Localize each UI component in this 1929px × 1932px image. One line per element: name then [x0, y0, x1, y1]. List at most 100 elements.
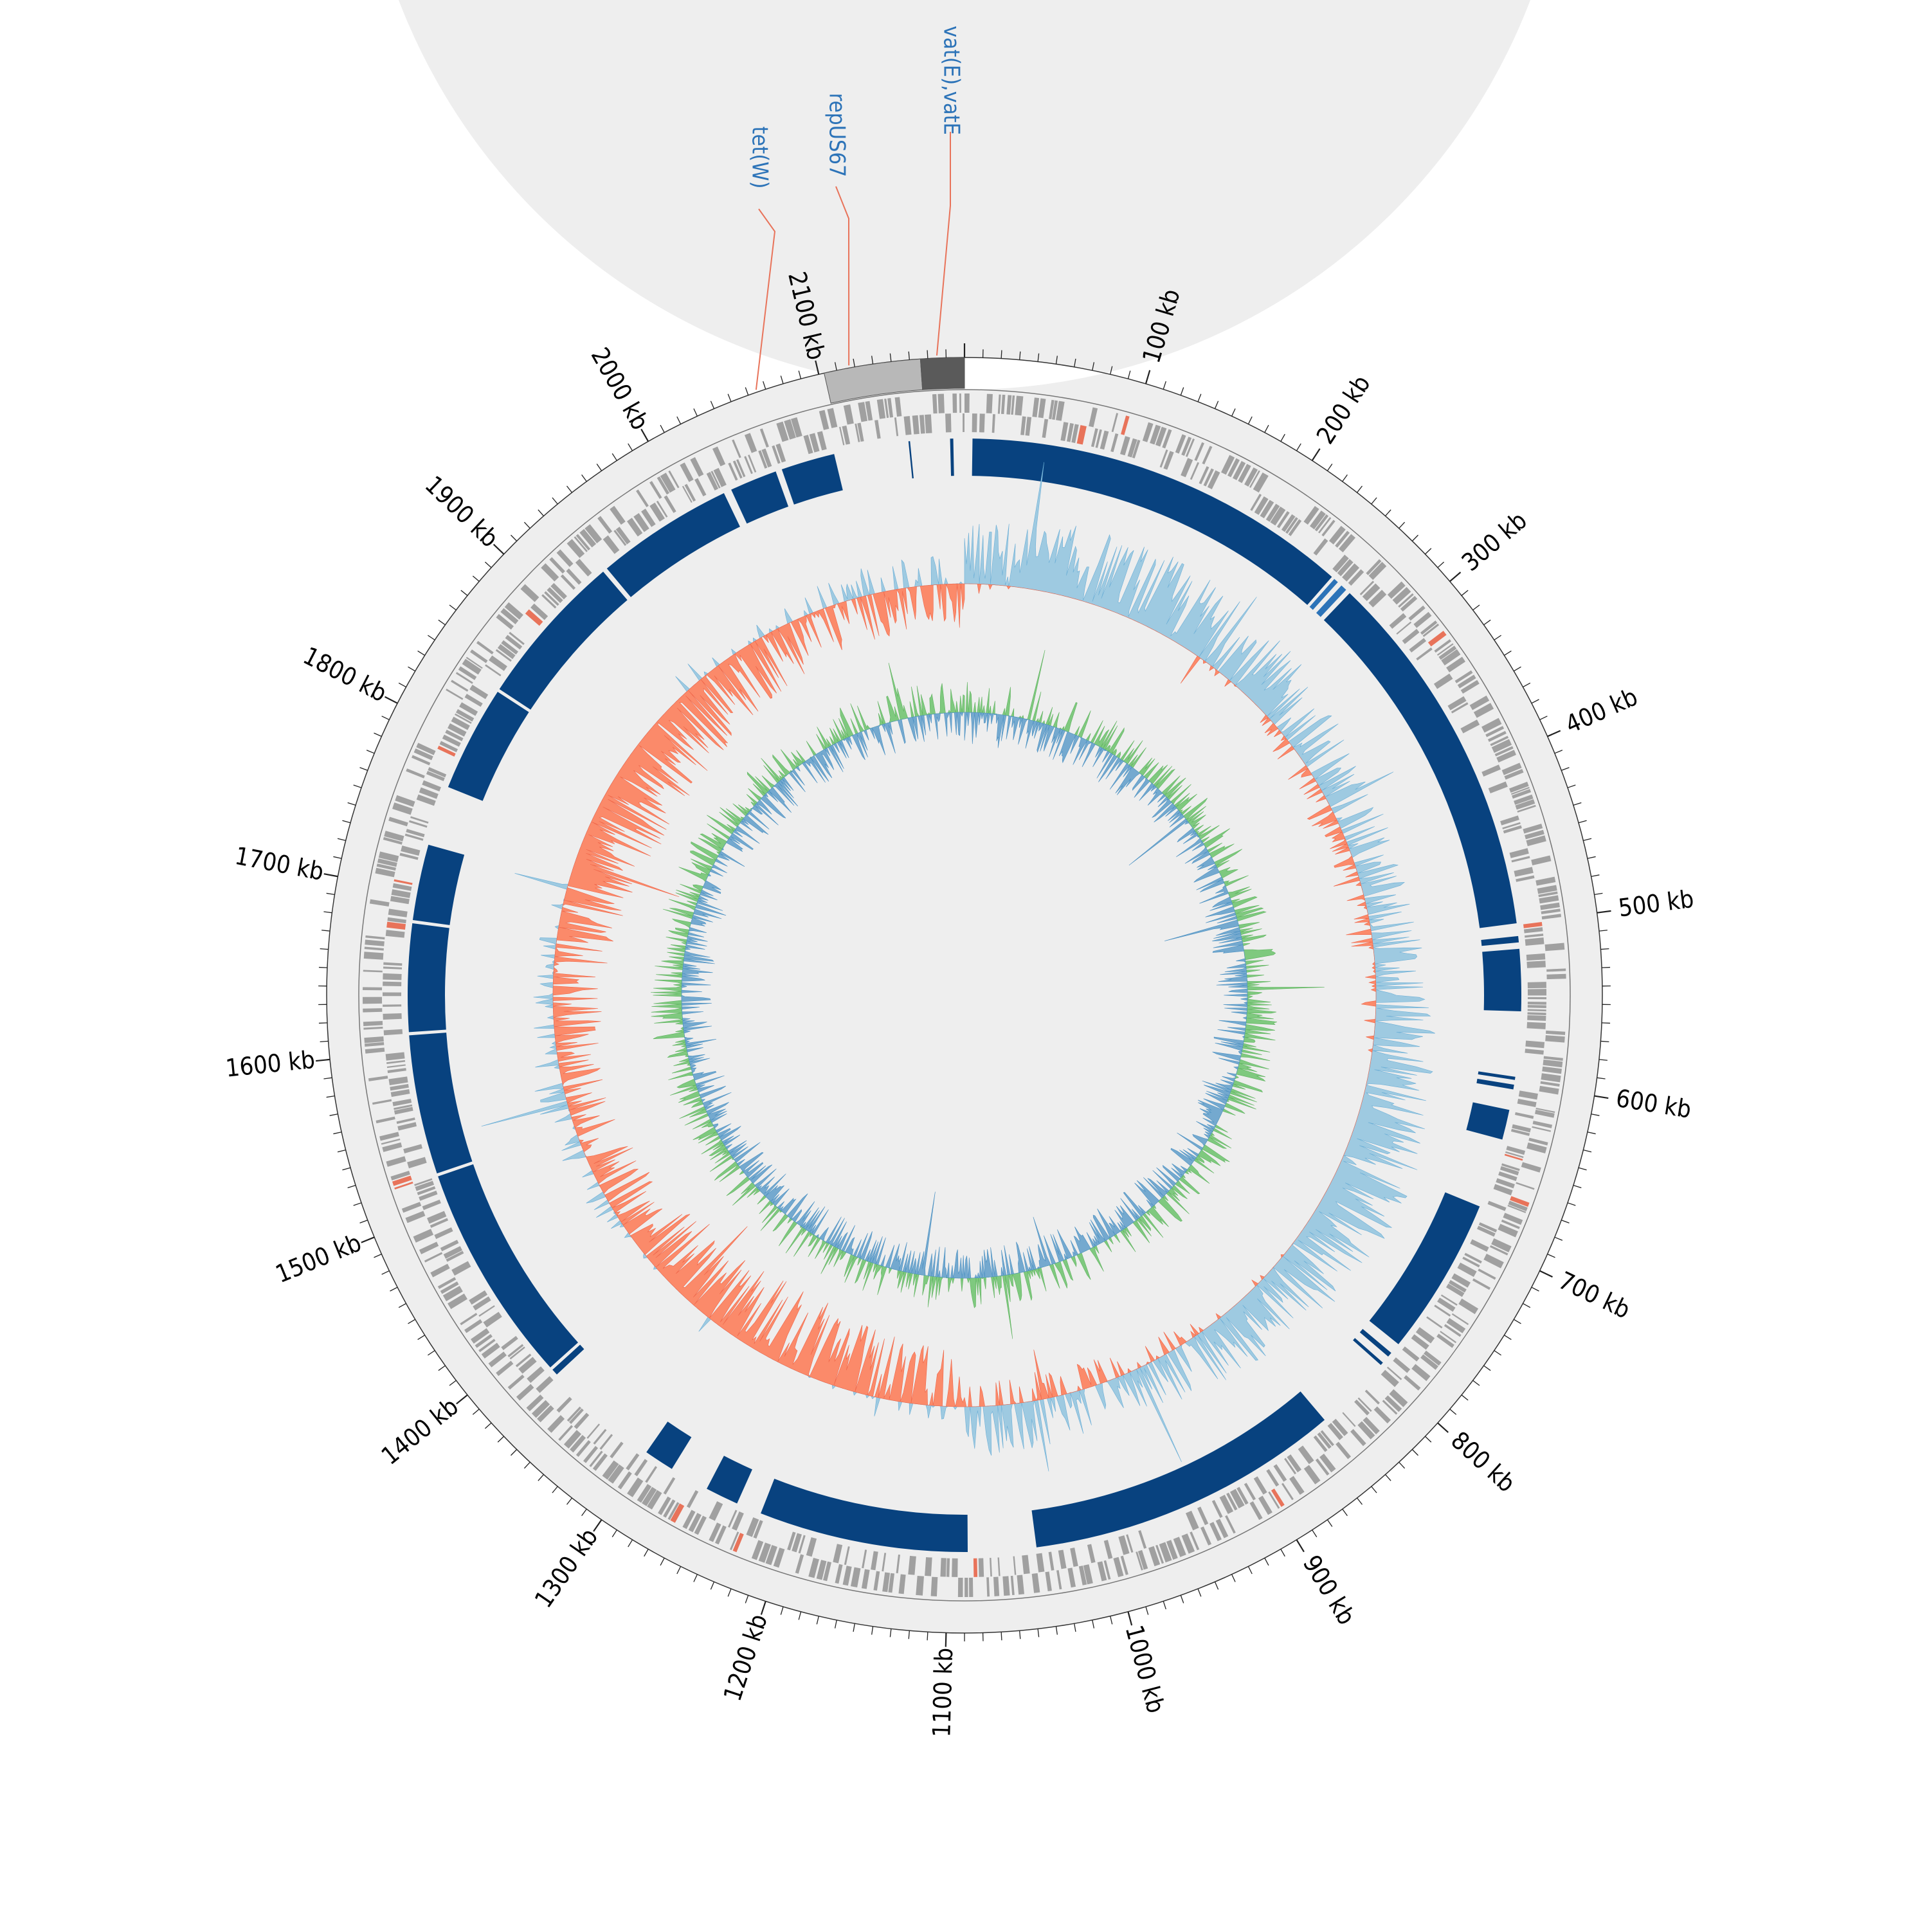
- minor-tick: [1001, 1632, 1002, 1640]
- minor-tick: [382, 716, 390, 720]
- minor-tick: [1425, 548, 1431, 554]
- minor-tick: [1386, 510, 1391, 516]
- minor-tick: [1600, 949, 1609, 950]
- major-tick: [1597, 911, 1611, 913]
- cds-feature: [969, 1578, 973, 1597]
- minor-tick: [338, 1150, 346, 1152]
- minor-tick: [1248, 417, 1252, 424]
- minor-tick: [1532, 700, 1539, 703]
- gene-annotation-label: repUS67: [824, 93, 850, 177]
- backbone-fill: [327, 0, 1602, 1633]
- minor-tick: [319, 1023, 327, 1024]
- minor-tick: [1296, 444, 1301, 451]
- minor-tick: [1181, 388, 1183, 395]
- minor-tick: [338, 838, 346, 840]
- minor-tick: [677, 1566, 681, 1574]
- minor-tick: [1357, 486, 1362, 492]
- cds-feature: [979, 1558, 984, 1577]
- minor-tick: [711, 401, 714, 409]
- minor-tick: [439, 620, 446, 625]
- minor-tick: [1198, 394, 1201, 402]
- minor-tick: [582, 1509, 587, 1515]
- cds-feature: [383, 1004, 401, 1007]
- minor-tick: [927, 1632, 928, 1640]
- minor-tick: [485, 562, 491, 568]
- minor-tick: [1399, 1462, 1405, 1468]
- cds-feature: [383, 982, 401, 986]
- major-tick: [457, 1395, 467, 1404]
- cds-feature: [972, 413, 977, 432]
- cds-feature: [1528, 997, 1546, 999]
- cds-feature: [1528, 1002, 1546, 1005]
- minor-tick: [1504, 651, 1511, 655]
- minor-tick: [1265, 1558, 1269, 1565]
- minor-tick: [524, 522, 530, 528]
- major-tick: [1312, 449, 1320, 460]
- tick-label: 900 kb: [1298, 1550, 1361, 1629]
- minor-tick: [1588, 856, 1596, 858]
- major-tick: [1296, 1540, 1303, 1552]
- tick-label: 300 kb: [1456, 506, 1532, 577]
- minor-tick: [538, 1474, 544, 1481]
- major-tick: [1548, 730, 1561, 736]
- minor-tick: [1494, 1351, 1501, 1355]
- minor-tick: [418, 651, 425, 655]
- minor-tick: [354, 1203, 361, 1205]
- minor-tick: [367, 750, 374, 754]
- minor-tick: [342, 1168, 350, 1170]
- minor-tick: [333, 856, 341, 858]
- minor-tick: [1484, 1366, 1491, 1371]
- minor-tick: [511, 535, 516, 541]
- minor-tick: [1555, 750, 1562, 754]
- minor-tick: [323, 1078, 332, 1079]
- cds-feature: [937, 394, 944, 413]
- minor-tick: [1579, 820, 1587, 823]
- minor-tick: [374, 1254, 381, 1258]
- minor-tick: [1473, 1380, 1480, 1386]
- minor-tick: [677, 417, 681, 424]
- minor-tick: [799, 371, 801, 379]
- cds-feature: [383, 973, 401, 980]
- major-tick: [494, 545, 504, 554]
- minor-tick: [745, 1595, 748, 1603]
- cds-feature: [1528, 982, 1546, 988]
- minor-tick: [1597, 1078, 1606, 1079]
- minor-tick: [660, 1558, 664, 1565]
- minor-tick: [1215, 1582, 1218, 1589]
- minor-tick: [485, 1423, 491, 1429]
- tick-label: 1100 kb: [927, 1647, 958, 1738]
- tick-label: 1900 kb: [420, 471, 504, 553]
- minor-tick: [1568, 1203, 1575, 1205]
- minor-tick: [428, 635, 435, 640]
- minor-tick: [1588, 1132, 1596, 1134]
- minor-tick: [1198, 1589, 1201, 1596]
- minor-tick: [348, 1186, 356, 1188]
- minor-tick: [330, 1114, 338, 1115]
- minor-tick: [1074, 1623, 1076, 1632]
- contig-2: [920, 357, 964, 390]
- minor-tick: [1357, 1498, 1362, 1504]
- cds-feature: [1528, 989, 1546, 995]
- minor-tick: [1399, 522, 1405, 528]
- minor-tick: [1462, 1395, 1468, 1400]
- minor-tick: [799, 1612, 801, 1620]
- tick-label: 800 kb: [1445, 1426, 1521, 1498]
- minor-tick: [745, 388, 748, 395]
- cds-feature: [964, 1578, 968, 1597]
- tick-label: 200 kb: [1311, 370, 1376, 449]
- minor-tick: [1583, 1150, 1591, 1152]
- minor-tick: [552, 1486, 557, 1493]
- major-tick: [316, 1060, 330, 1061]
- cds-feature: [964, 393, 970, 413]
- cds-feature: [1526, 961, 1545, 968]
- minor-tick: [538, 510, 544, 516]
- minor-tick: [1540, 716, 1548, 720]
- minor-tick: [1232, 408, 1235, 416]
- minor-tick: [612, 1530, 617, 1537]
- blast-hit-segment: [1482, 949, 1521, 1011]
- cds-feature: [940, 1558, 946, 1576]
- minor-tick: [1494, 635, 1501, 640]
- minor-tick: [1312, 1530, 1317, 1537]
- cds-feature: [958, 1578, 963, 1597]
- minor-tick: [374, 733, 381, 736]
